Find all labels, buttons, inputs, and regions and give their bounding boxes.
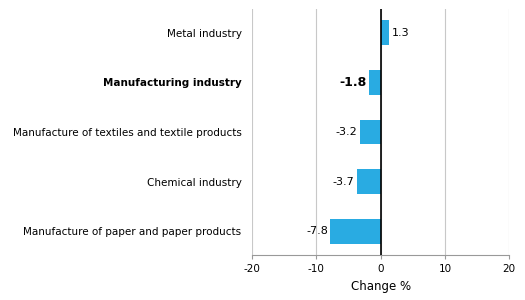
Text: 1.3: 1.3 [392,28,409,38]
Bar [360,120,381,144]
Text: -3.2: -3.2 [335,127,358,137]
Bar [357,169,381,194]
Bar [369,70,381,95]
Bar [381,20,389,45]
Text: -1.8: -1.8 [339,76,366,89]
Text: -3.7: -3.7 [332,177,354,187]
Bar [330,219,381,244]
X-axis label: Change %: Change % [351,280,411,292]
Text: -7.8: -7.8 [306,226,328,236]
